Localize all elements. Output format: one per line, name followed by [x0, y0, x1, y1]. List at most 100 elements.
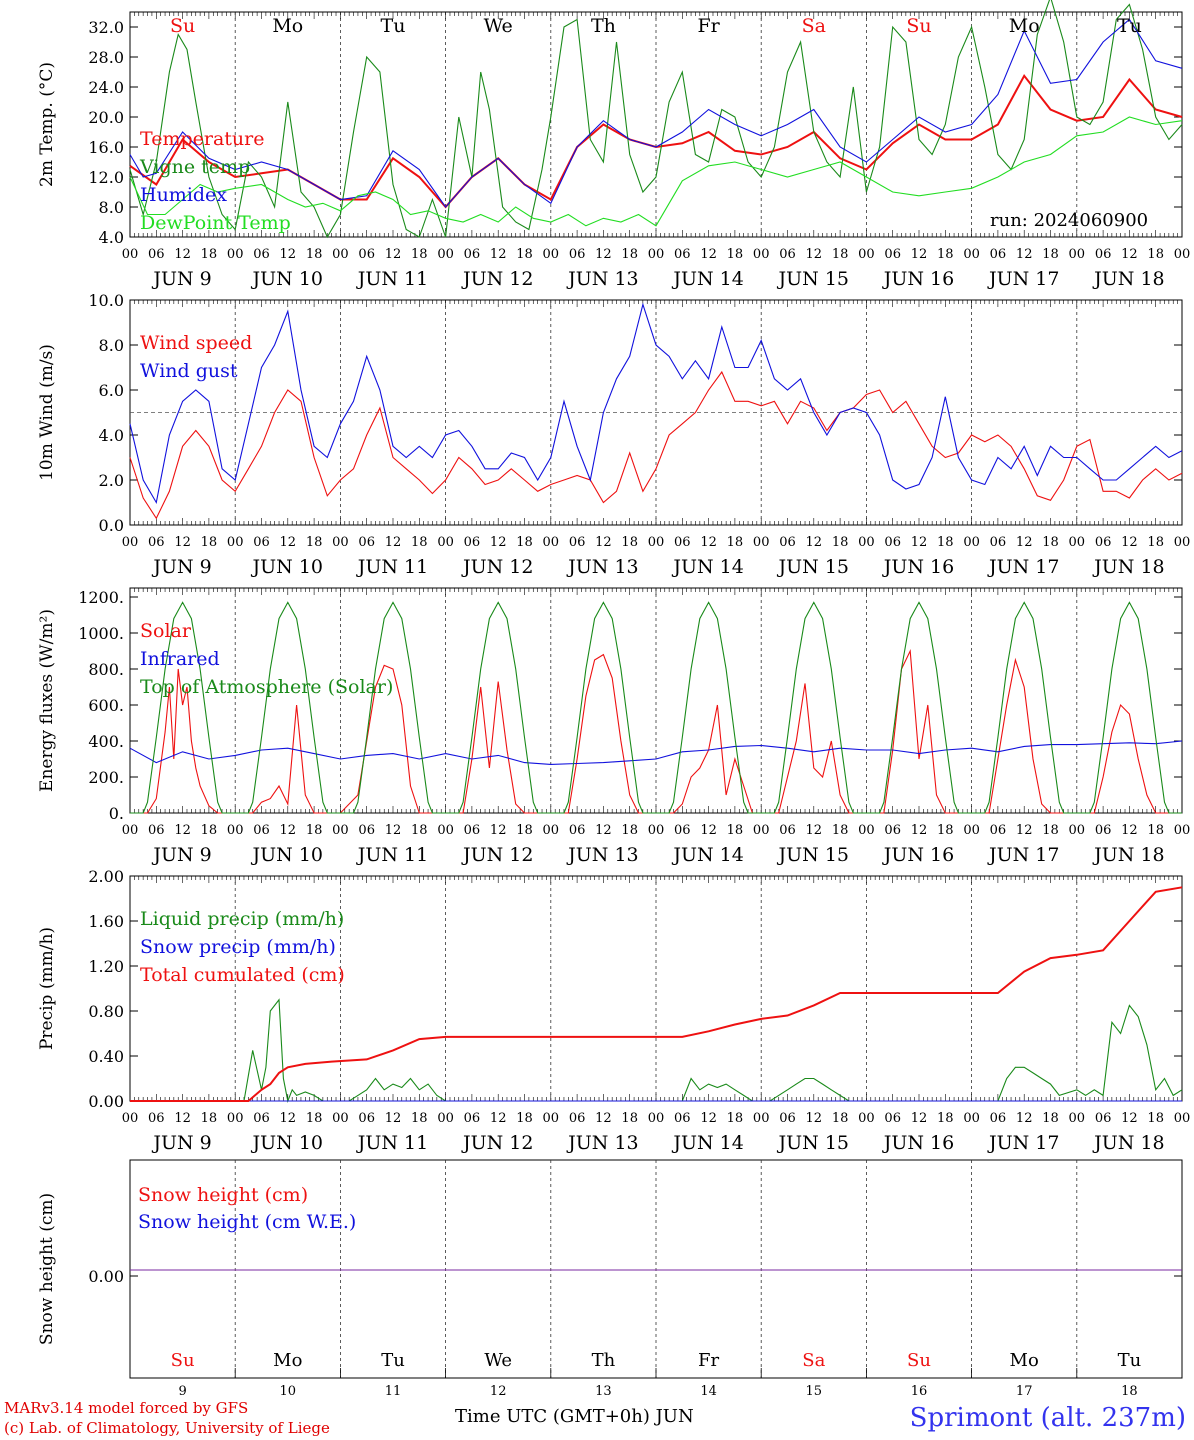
weekday-label: Th	[592, 1350, 616, 1371]
x-day-label: JUN 16	[882, 1132, 954, 1154]
day-number-label: 15	[806, 1384, 823, 1399]
x-hour-tick-label: 12	[490, 247, 507, 262]
x-hour-tick-label: 00	[963, 247, 980, 262]
x-hour-tick-label: 00	[963, 823, 980, 838]
x-hour-tick-label: 12	[806, 1111, 823, 1126]
x-hour-tick-label: 18	[727, 247, 744, 262]
x-day-label: JUN 15	[777, 844, 849, 866]
x-hour-tick-label: 00	[332, 1111, 349, 1126]
day-number-label: 14	[700, 1384, 717, 1399]
x-hour-tick-label: 18	[727, 1111, 744, 1126]
x-hour-tick-label: 00	[332, 823, 349, 838]
y-tick-label: 28.0	[88, 48, 124, 67]
x-hour-tick-label: 12	[280, 535, 297, 550]
x-hour-tick-label: 12	[595, 823, 612, 838]
x-hour-tick-label: 00	[332, 535, 349, 550]
x-hour-tick-label: 06	[358, 823, 375, 838]
legend-entry: Total cumulated (cm)	[140, 964, 345, 986]
x-hour-tick-label: 06	[1095, 535, 1112, 550]
x-hour-tick-label: 00	[437, 1111, 454, 1126]
x-hour-tick-label: 06	[674, 247, 691, 262]
weekday-label: Fr	[698, 1350, 719, 1371]
x-hour-tick-label: 06	[779, 535, 796, 550]
x-hour-tick-label: 18	[1042, 1111, 1059, 1126]
x-hour-tick-label: 06	[569, 535, 586, 550]
x-hour-tick-label: 18	[832, 247, 849, 262]
x-day-label: JUN 9	[151, 1132, 211, 1154]
x-day-label: JUN 16	[882, 556, 954, 578]
x-hour-tick-label: 06	[253, 823, 270, 838]
x-hour-tick-label: 18	[621, 535, 638, 550]
legend-entry: Snow height (cm)	[138, 1184, 308, 1206]
x-hour-tick-label: 00	[227, 535, 244, 550]
x-day-label: JUN 13	[566, 844, 638, 866]
x-hour-tick-label: 06	[1095, 1111, 1112, 1126]
series-line-wind-speed	[129, 370, 1183, 520]
x-day-label: JUN 15	[777, 556, 849, 578]
x-hour-tick-label: 12	[595, 1111, 612, 1126]
y-tick-label: 12.0	[88, 168, 124, 187]
x-hour-tick-label: 12	[911, 535, 928, 550]
x-hour-tick-label: 06	[884, 535, 901, 550]
x-hour-tick-label: 12	[1121, 1111, 1138, 1126]
x-hour-tick-label: 12	[1121, 247, 1138, 262]
x-day-label: JUN 17	[987, 1132, 1059, 1154]
x-hour-tick-label: 12	[490, 823, 507, 838]
x-hour-tick-label: 18	[411, 247, 428, 262]
x-hour-tick-label: 00	[1174, 823, 1191, 838]
x-hour-tick-label: 00	[1069, 823, 1086, 838]
x-hour-tick-label: 06	[884, 823, 901, 838]
series-line-vigne-temp	[129, 0, 1183, 239]
x-day-label: JUN 18	[1092, 556, 1164, 578]
x-hour-tick-label: 12	[385, 247, 402, 262]
lab-credit: (c) Lab. of Climatology, University of L…	[4, 1419, 330, 1437]
weekday-label: We	[484, 1350, 512, 1371]
x-hour-tick-label: 12	[385, 535, 402, 550]
x-hour-tick-label: 12	[806, 247, 823, 262]
x-hour-tick-label: 12	[911, 1111, 928, 1126]
x-hour-tick-label: 18	[937, 1111, 954, 1126]
x-hour-tick-label: 00	[332, 247, 349, 262]
x-hour-tick-label: 00	[858, 535, 875, 550]
x-hour-tick-label: 18	[621, 247, 638, 262]
x-hour-tick-label: 06	[358, 247, 375, 262]
x-hour-tick-label: 12	[700, 247, 717, 262]
x-hour-tick-label: 18	[727, 823, 744, 838]
x-hour-tick-label: 12	[174, 1111, 191, 1126]
x-hour-tick-label: 06	[148, 1111, 165, 1126]
weekday-label: Mo	[1009, 15, 1040, 37]
series-line-solar	[130, 648, 1182, 814]
x-hour-tick-label: 18	[411, 1111, 428, 1126]
y-tick-label: 0.00	[88, 1092, 124, 1111]
weekday-label: Th	[591, 15, 616, 37]
x-hour-tick-label: 12	[280, 1111, 297, 1126]
x-day-label: JUN 14	[671, 844, 743, 866]
x-hour-tick-label: 18	[832, 823, 849, 838]
x-hour-tick-label: 06	[569, 823, 586, 838]
x-day-label: JUN 11	[356, 844, 428, 866]
y-tick-label: 0.0	[99, 516, 124, 535]
x-hour-tick-label: 00	[1174, 535, 1191, 550]
x-hour-tick-label: 00	[543, 535, 560, 550]
x-hour-tick-label: 12	[385, 823, 402, 838]
y-tick-label: 600.	[88, 696, 124, 715]
x-hour-tick-label: 06	[779, 1111, 796, 1126]
y-tick-label: 32.0	[88, 18, 124, 37]
x-hour-tick-label: 18	[1147, 1111, 1164, 1126]
legend-entry: DewPoint Temp	[140, 212, 291, 234]
x-hour-tick-label: 00	[648, 1111, 665, 1126]
weekday-label: Mo	[272, 15, 303, 37]
panel-energy: 0. 200. 400. 600. 800. 1000. 1200. Energy fluxe…	[37, 587, 1191, 866]
x-hour-tick-label: 18	[1042, 535, 1059, 550]
x-day-label: JUN 13	[566, 1132, 638, 1154]
y-tick-label: 1000.	[78, 624, 124, 643]
x-hour-tick-label: 06	[464, 247, 481, 262]
weekday-label: Su	[906, 15, 931, 37]
x-day-label: JUN 14	[671, 1132, 743, 1154]
x-day-label: JUN 9	[151, 556, 211, 578]
x-hour-tick-label: 06	[148, 247, 165, 262]
y-tick-label: 20.0	[88, 108, 124, 127]
x-hour-tick-label: 18	[201, 247, 218, 262]
x-hour-tick-label: 00	[227, 823, 244, 838]
x-hour-tick-label: 12	[911, 823, 928, 838]
